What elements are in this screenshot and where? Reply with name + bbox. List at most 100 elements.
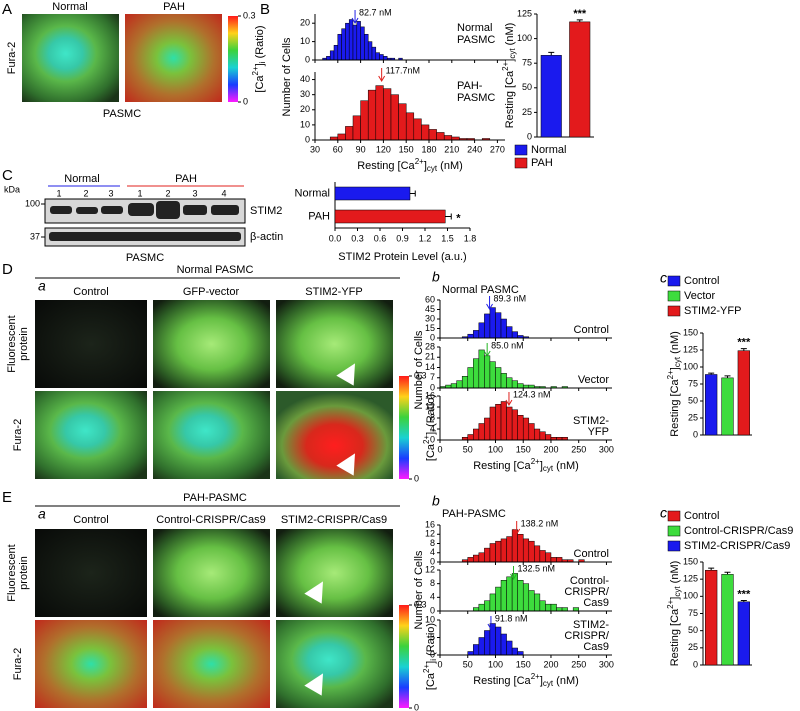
category-label: Normal xyxy=(295,187,330,199)
legend-label: STIM2-YFP xyxy=(684,305,741,317)
label-part: cyt xyxy=(673,356,682,367)
label-part: 2+ xyxy=(422,435,431,444)
histogram-bar xyxy=(517,651,524,656)
histogram-bar xyxy=(478,603,485,612)
bar xyxy=(721,377,734,436)
image xyxy=(153,300,270,388)
label-part: Resting [Ca xyxy=(669,608,681,666)
row-label: Fura-2 xyxy=(12,648,24,680)
band-label: β-actin xyxy=(250,231,283,243)
x-tick-label: 30 xyxy=(310,144,320,154)
bar xyxy=(705,569,718,666)
histogram-bar xyxy=(511,409,518,441)
group-label: PAH xyxy=(175,173,197,185)
bar xyxy=(737,350,750,436)
y-tick-label: 125 xyxy=(517,8,532,18)
sub-letter: a xyxy=(38,506,46,522)
y-tick-label: 20 xyxy=(300,104,310,114)
y-axis-label: Number of Cells xyxy=(413,550,425,629)
error-bar xyxy=(708,567,715,571)
histogram-bar xyxy=(572,607,579,612)
column-label: Control xyxy=(73,286,108,298)
histogram-bar xyxy=(364,33,369,61)
y-axis-label: Resting [Ca2+]cyt (nM) xyxy=(666,561,682,667)
sub-letter: a xyxy=(38,278,46,294)
y-tick-label: 75 xyxy=(688,608,698,618)
row-label: Fluorescent xyxy=(6,544,18,601)
label-part: ] xyxy=(504,59,516,62)
image xyxy=(276,300,393,388)
histogram-bar xyxy=(413,118,422,141)
histogram-bar xyxy=(337,33,342,61)
mean-arrowhead xyxy=(513,528,521,535)
legend-label: Normal xyxy=(531,144,566,156)
y-tick-label: 8 xyxy=(430,538,435,548)
label-part: Resting [Ca xyxy=(669,378,681,436)
histogram-bar xyxy=(484,355,491,389)
column-label: STIM2-YFP xyxy=(305,286,362,298)
y-tick-label: 0 xyxy=(305,54,310,64)
group-label: Normal xyxy=(64,173,99,185)
histogram-bar xyxy=(489,307,496,339)
western-blot xyxy=(44,198,246,247)
label-part: (nM) xyxy=(553,675,579,687)
histogram-bar xyxy=(539,550,546,563)
label-part: cyt xyxy=(543,679,554,688)
histogram-bar xyxy=(506,406,513,441)
chart-title: Normal PASMC xyxy=(442,284,519,296)
label-part: Resting [Ca xyxy=(473,675,531,687)
y-axis-label: Number of Cells xyxy=(281,37,293,116)
y-tick-label: 125 xyxy=(683,574,698,584)
histogram-bar xyxy=(495,367,502,389)
histogram-bar xyxy=(333,45,339,61)
histogram-bar xyxy=(550,557,557,563)
panel-letter: D xyxy=(2,261,13,278)
image xyxy=(35,391,147,479)
y-tick-label: 20 xyxy=(300,18,310,28)
histogram-bar xyxy=(506,377,513,389)
y-tick-label: 7 xyxy=(430,372,435,382)
histogram-bar xyxy=(371,46,377,61)
category-label: PAH xyxy=(308,210,330,222)
histogram-bar xyxy=(352,24,358,61)
label-part: [Ca xyxy=(425,443,437,461)
histogram-bar xyxy=(428,129,437,141)
x-tick-label: 100 xyxy=(488,444,503,454)
lane-label: 3 xyxy=(108,188,113,198)
histogram-bar xyxy=(360,100,369,141)
series-name: CRISPR/ xyxy=(564,586,610,598)
x-tick-label: 270 xyxy=(490,144,505,154)
mean-label: 89.3 nM xyxy=(494,293,527,303)
significance: *** xyxy=(737,588,751,600)
significance: *** xyxy=(573,8,587,20)
histogram-bar xyxy=(473,330,480,339)
x-tick-label: 0 xyxy=(437,659,442,669)
row-label: Fluorescent xyxy=(6,315,18,372)
y-axis-label: Resting [Ca2+]cyt (nM) xyxy=(666,331,682,437)
histogram-bar xyxy=(345,22,350,61)
row-label: protein xyxy=(18,556,30,590)
legend-label: STIM2-CRISPR/Cas9 xyxy=(684,540,790,552)
y-tick-label: 12 xyxy=(425,564,435,574)
y-tick-label: 8 xyxy=(430,578,435,588)
series-name: YFP xyxy=(588,426,609,438)
error-bar xyxy=(576,19,583,22)
arrowhead xyxy=(336,363,355,386)
legend-label: Control xyxy=(684,275,719,287)
bar xyxy=(737,601,750,666)
histogram-bar xyxy=(534,593,541,612)
bands xyxy=(49,201,241,241)
series-name: Normal xyxy=(457,22,492,34)
x-tick-label: 150 xyxy=(399,144,414,154)
y-tick-label: 0 xyxy=(305,134,310,144)
y-tick-label: 8 xyxy=(430,412,435,422)
histogram-bar xyxy=(352,115,361,141)
colorbar-label: [Ca2+]i (Ratio) xyxy=(422,623,438,690)
series-name: STIM2- xyxy=(573,415,609,427)
histogram-bar xyxy=(473,554,480,563)
panel-letter: C xyxy=(2,167,13,184)
mean-arrowhead xyxy=(483,350,491,357)
label-part: (Ratio) xyxy=(254,25,266,61)
histogram-bar xyxy=(495,404,502,441)
histogram-bar xyxy=(500,401,507,441)
